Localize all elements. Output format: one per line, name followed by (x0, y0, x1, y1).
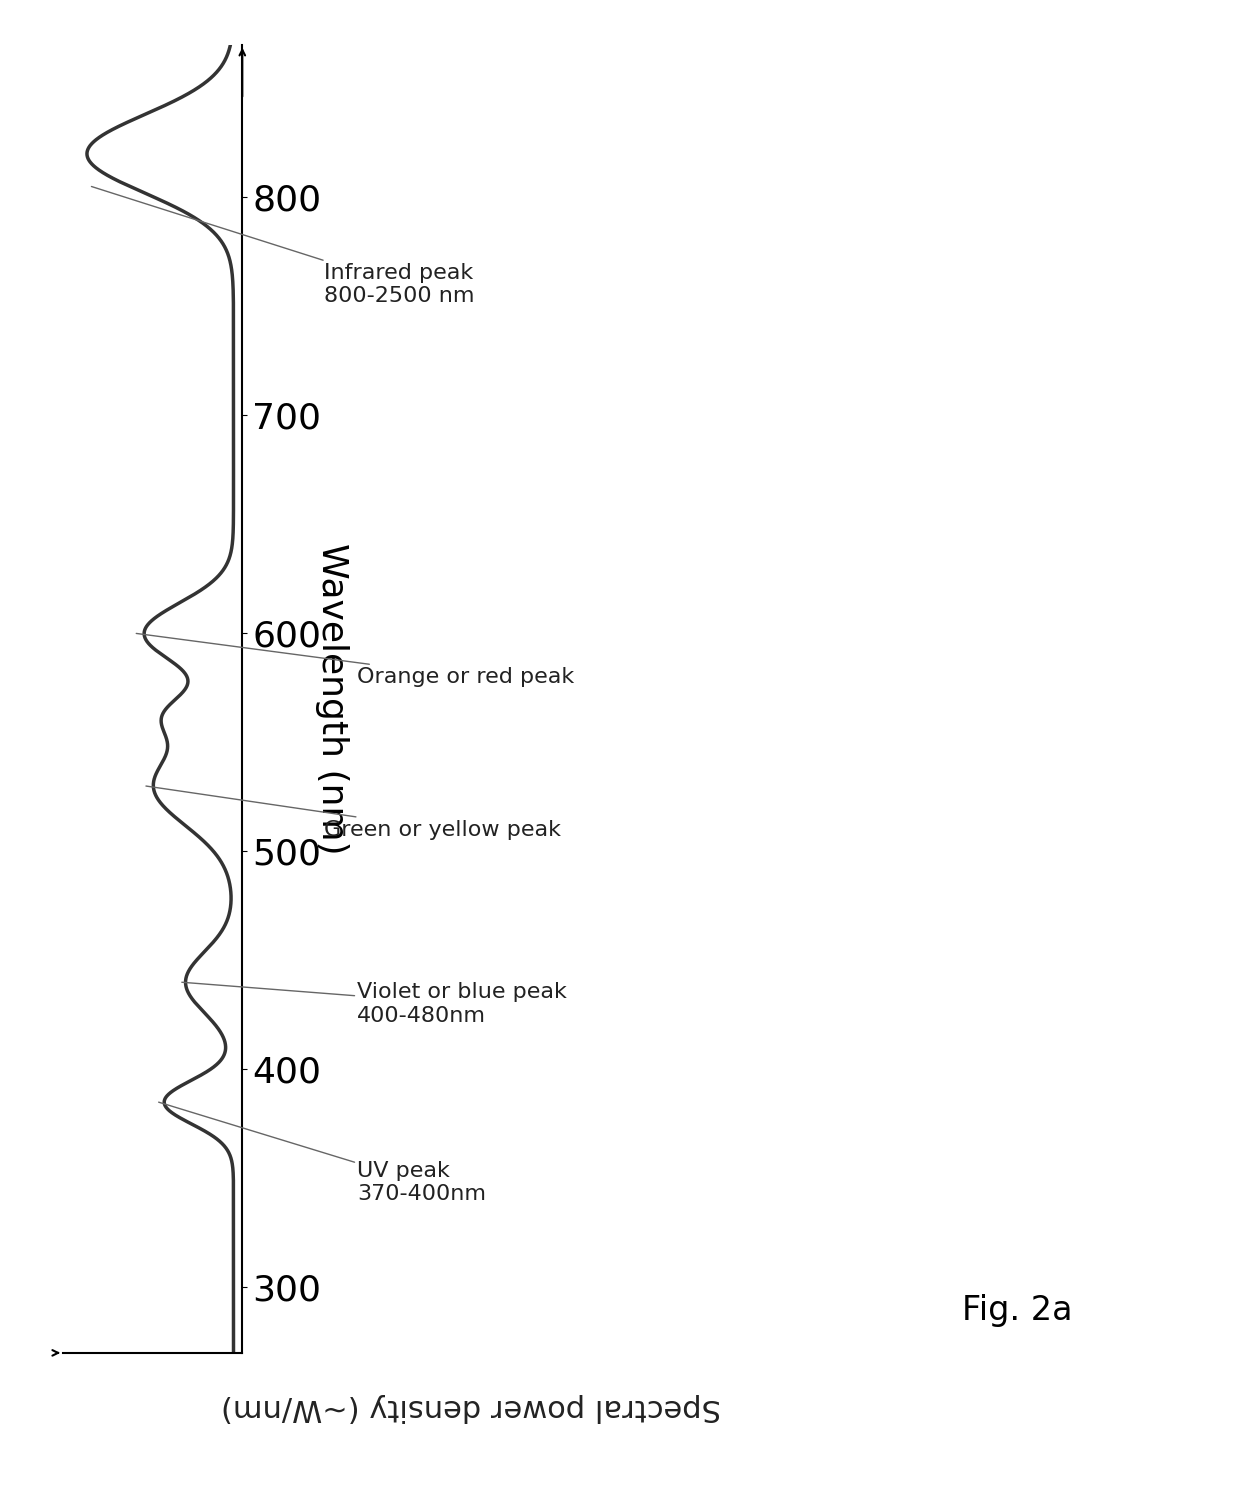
Text: Orange or red peak: Orange or red peak (136, 633, 574, 686)
Text: Violet or blue peak
400-480nm: Violet or blue peak 400-480nm (182, 983, 567, 1026)
Text: Infrared peak
800-2500 nm: Infrared peak 800-2500 nm (92, 186, 475, 307)
Text: Green or yellow peak: Green or yellow peak (146, 786, 562, 840)
Y-axis label: Wavelength (nm): Wavelength (nm) (315, 543, 348, 855)
Text: Fig. 2a: Fig. 2a (961, 1294, 1073, 1327)
Text: Spectral power density (~W/nm): Spectral power density (~W/nm) (221, 1392, 722, 1422)
Text: UV peak
370-400nm: UV peak 370-400nm (159, 1102, 486, 1205)
